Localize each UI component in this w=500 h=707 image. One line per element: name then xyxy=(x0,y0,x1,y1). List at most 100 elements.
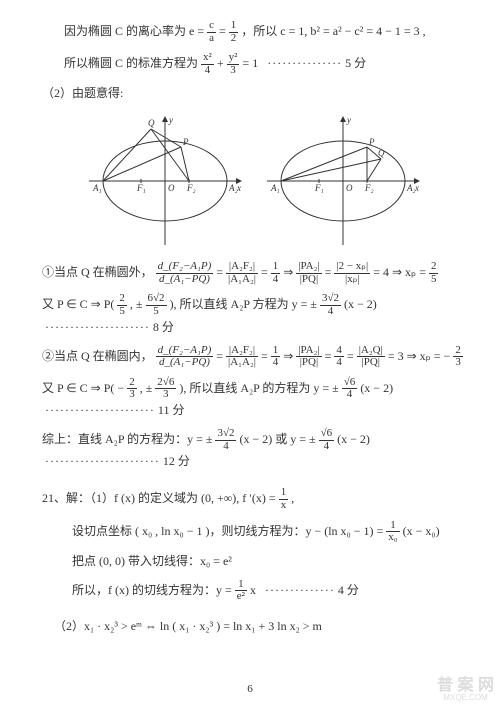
watermark-text: 普 案 网 xyxy=(437,677,494,695)
fraction: 3√24 xyxy=(320,293,341,317)
arrow: ⇒ xyxy=(283,349,296,363)
ellipse-diagram-left: A₁A₂F₁F₂OxyPQ xyxy=(85,111,245,251)
fraction: |PA₂||PQ| xyxy=(296,345,321,369)
diagram-row: A₁A₂F₁F₂OxyPQ A₁A₂F₁F₂OxyPQ xyxy=(42,111,466,251)
text: （2）x₁ · x₂³ > eᵐ ⇔ ln ( x₁ · x₂³ ) = ln … xyxy=(54,619,322,633)
svg-text:F₂: F₂ xyxy=(364,183,374,193)
fraction: 14 xyxy=(271,261,281,285)
text: , xyxy=(291,491,294,505)
text-line: ②当点 Q 在椭圆内， d_(F₂−A₁P)d_(A₁−PQ) = |A₂F₂|… xyxy=(42,345,466,369)
fraction: |PA₂||PQ| xyxy=(296,261,321,285)
text: 21、解：（1）f (x) 的定义域为 (0, +∞), f ′(x) = xyxy=(42,491,279,505)
fraction: 1x xyxy=(279,487,289,511)
text-line: 设切点坐标 ( x₀ , ln x₀ − 1 )，则切线方程为：y − (ln … xyxy=(72,520,466,544)
text: = 3 ⇒ xₚ = − xyxy=(388,349,451,363)
eq: = xyxy=(347,349,357,363)
text: ), 所以直线 A₂P 的方程为 y = ± xyxy=(179,381,338,395)
score: 8 分 xyxy=(153,320,174,334)
score: 11 分 xyxy=(158,403,185,417)
text: （2）由题意得: xyxy=(42,86,123,100)
text-line: （2）由题意得: xyxy=(42,84,466,103)
text: ①当点 Q 在椭圆外， xyxy=(42,265,153,279)
eq: = xyxy=(261,349,271,363)
text: 所以，f (x) 的切线方程为：y = xyxy=(72,583,235,597)
fraction: 23 xyxy=(453,345,463,369)
text: ), 所以直线 A₂P 方程为 y = ± xyxy=(170,297,317,311)
text: 把点 (0, 0) 带入切线得：x₀ = e² xyxy=(72,554,232,568)
ellipse-diagram-right: A₁A₂F₁F₂OxyPQ xyxy=(263,111,423,251)
svg-text:x: x xyxy=(236,183,241,193)
svg-text:y: y xyxy=(346,115,351,125)
fraction: d_(F₂−A₁P)d_(A₁−PQ) xyxy=(156,345,214,369)
text-line: 又 P ∈ C ⇒ P( − 23 , ± 2√63 ), 所以直线 A₂P 的… xyxy=(42,377,466,420)
fraction: |A₂F₂||A₁A₂| xyxy=(226,261,258,285)
dots: ······················· xyxy=(45,454,160,468)
text-line: 所以椭圆 C 的标准方程为 x²4 + y²3 = 1 ············… xyxy=(64,52,466,76)
text: (x − 2) xyxy=(344,297,377,311)
text: 所以椭圆 C 的标准方程为 xyxy=(64,56,198,70)
text-line: 所以，f (x) 的切线方程为：y = 1e² x ··············… xyxy=(72,579,466,603)
fraction: 2√63 xyxy=(155,377,176,401)
fraction: 25 xyxy=(429,261,439,285)
score: 5 分 xyxy=(345,56,366,70)
fraction-half: 12 xyxy=(229,20,239,44)
eq: = xyxy=(216,349,226,363)
fraction-x2-4: x²4 xyxy=(201,52,214,76)
fraction: √64 xyxy=(342,377,358,401)
plus: + xyxy=(217,56,227,70)
eq: = xyxy=(261,265,271,279)
text: = 1 xyxy=(242,56,258,70)
text: 综上：直线 A₂P 的方程为：y = ± xyxy=(42,432,212,446)
svg-text:P: P xyxy=(368,137,375,147)
fraction: |A₂Q||PQ| xyxy=(357,345,385,369)
svg-text:Q: Q xyxy=(148,118,155,128)
text: = 4 ⇒ xₚ = xyxy=(373,265,429,279)
eq: = xyxy=(216,265,226,279)
text-line: （2）x₁ · x₂³ > eᵐ ⇔ ln ( x₁ · x₂³ ) = ln … xyxy=(54,617,466,636)
text: ，所以 c = 1, b² = a² − c² = 4 − 1 = 3 , xyxy=(241,24,425,38)
fraction-c-over-a: ca xyxy=(207,20,216,44)
text-line: 综上：直线 A₂P 的方程为：y = ± 3√24 (x − 2) 或 y = … xyxy=(42,428,466,471)
text: (x − x₀) xyxy=(403,523,440,537)
text-line: 因为椭圆 C 的离心率为 e = ca = 12 ，所以 c = 1, b² =… xyxy=(64,20,466,44)
fraction: 44 xyxy=(334,345,344,369)
fraction: |A₂F₂||A₁A₂| xyxy=(226,345,258,369)
text-line: 又 P ∈ C ⇒ P( 25 , ± 6√25 ), 所以直线 A₂P 方程为… xyxy=(42,293,466,336)
fraction: 3√24 xyxy=(215,428,236,452)
fraction: 23 xyxy=(127,377,137,401)
text-line: ①当点 Q 在椭圆外， d_(F₂−A₁P)d_(A₁−PQ) = |A₂F₂|… xyxy=(42,261,466,285)
fraction: 1e² xyxy=(235,579,247,603)
eq: = xyxy=(325,349,335,363)
svg-text:F₁: F₁ xyxy=(136,183,146,193)
text: (x − 2) 或 y = ± xyxy=(239,432,315,446)
fraction: d_(F₂−A₁P)d_(A₁−PQ) xyxy=(156,261,214,285)
svg-text:F₁: F₁ xyxy=(314,183,324,193)
fraction-y2-3: y²3 xyxy=(227,52,240,76)
watermark-url: MXQE.COM xyxy=(437,694,494,703)
svg-text:x: x xyxy=(414,183,419,193)
fraction: 1x₀ xyxy=(386,520,399,544)
text: ②当点 Q 在椭圆内， xyxy=(42,349,153,363)
svg-text:F₂: F₂ xyxy=(186,183,196,193)
text: 又 P ∈ C ⇒ P( − xyxy=(42,381,124,395)
text: , ± xyxy=(140,381,153,395)
fraction: 25 xyxy=(117,293,127,317)
page-number: 6 xyxy=(0,683,500,695)
dots: ······················ xyxy=(45,403,155,417)
eq: = xyxy=(325,265,335,279)
fraction: |2 − xₚ||xₚ| xyxy=(334,261,370,285)
eq: = xyxy=(219,24,229,38)
text: (x − 2) xyxy=(360,381,393,395)
svg-text:y: y xyxy=(168,115,173,125)
svg-text:P: P xyxy=(182,137,189,147)
fraction: 6√25 xyxy=(146,293,167,317)
text: 设切点坐标 ( x₀ , ln x₀ − 1 )，则切线方程为：y − (ln … xyxy=(72,523,386,537)
dots: ··············· xyxy=(267,56,342,70)
svg-text:O: O xyxy=(346,183,353,193)
watermark: 普 案 网 MXQE.COM xyxy=(437,677,494,703)
score: 12 分 xyxy=(163,454,190,468)
arrow: ⇒ xyxy=(283,265,296,279)
text: 又 P ∈ C ⇒ P( xyxy=(42,297,117,311)
text: (x − 2) xyxy=(337,432,370,446)
score: 4 分 xyxy=(338,583,359,597)
